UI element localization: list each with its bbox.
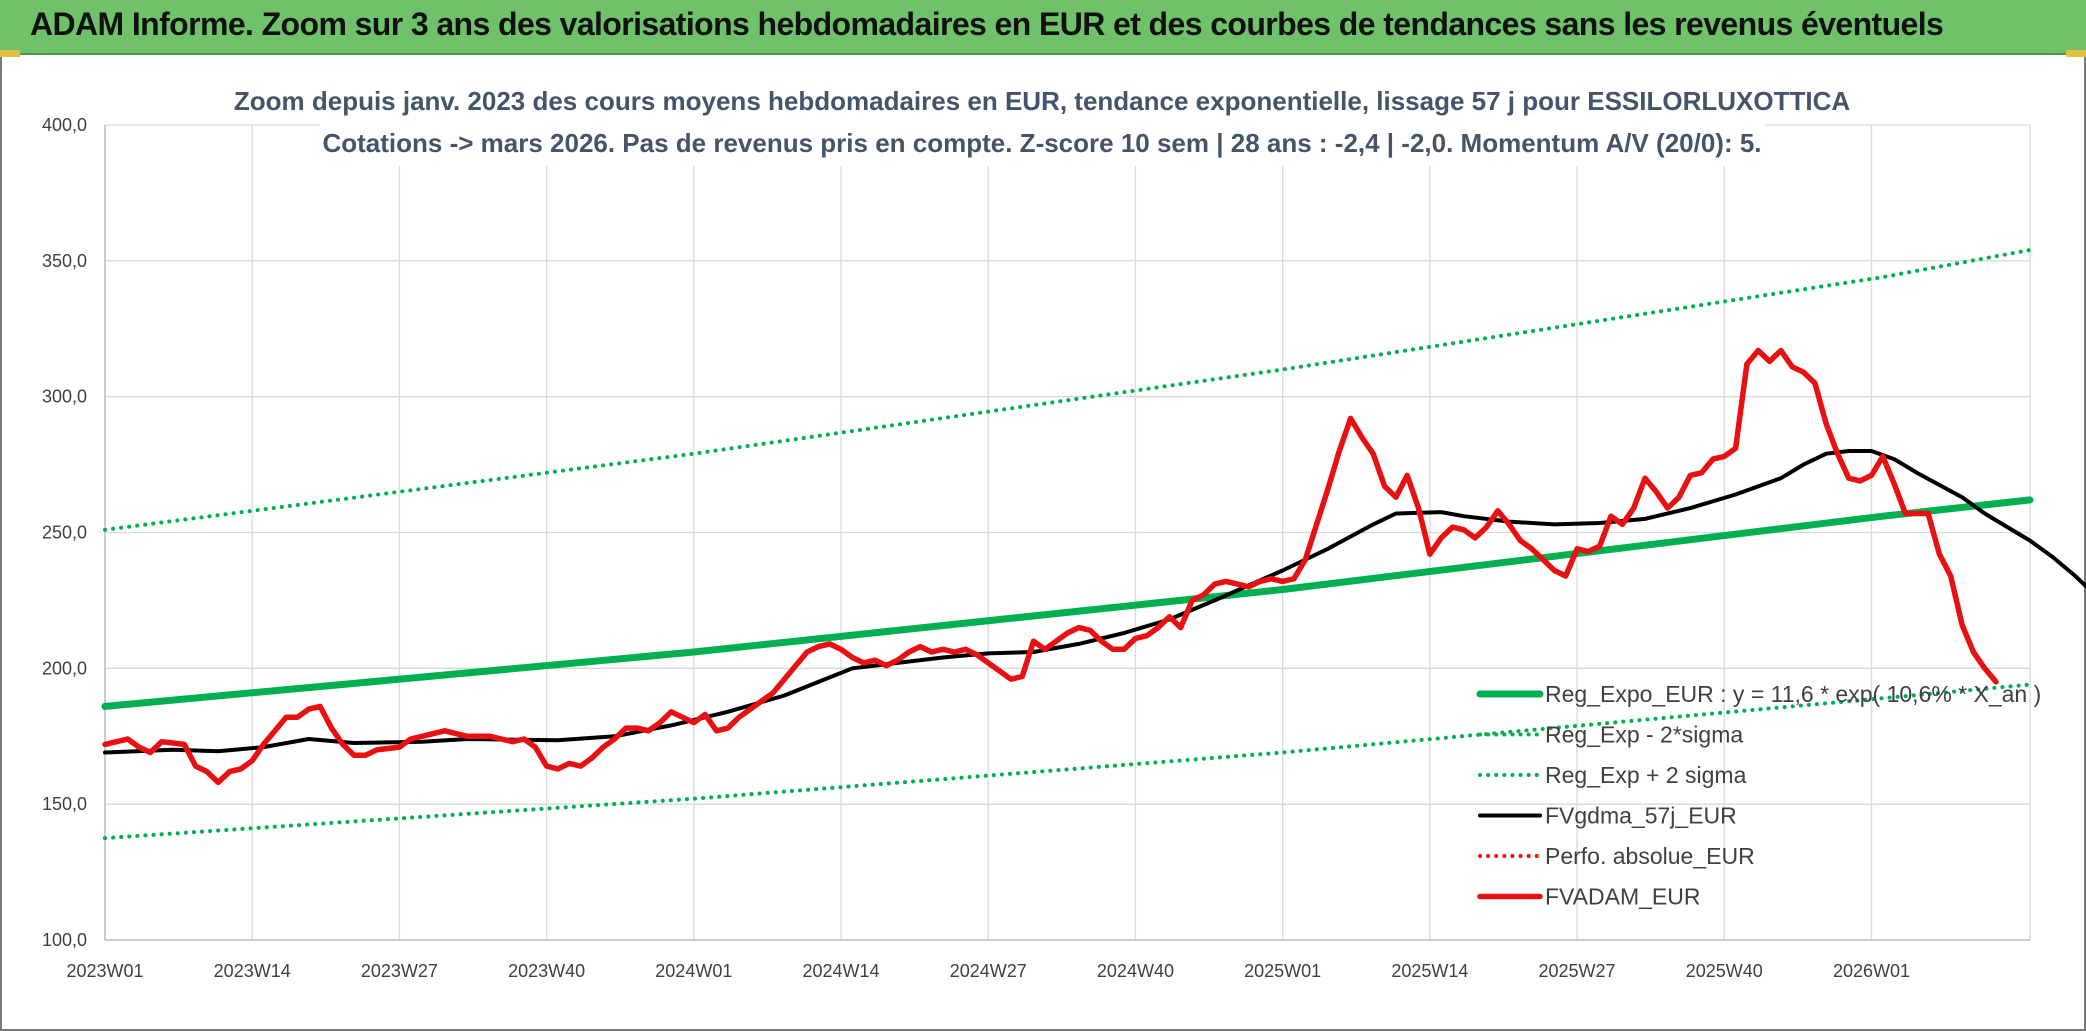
y-tick-label: 150,0: [42, 794, 87, 814]
x-tick-label: 2025W27: [1539, 961, 1616, 981]
series-line-1: [103, 682, 2032, 841]
chart-title-line2: Cotations -> mars 2026. Pas de revenus p…: [322, 128, 1761, 158]
x-tick-label: 2023W27: [361, 961, 438, 981]
series-line-5: [102, 347, 1999, 786]
legend-label-0: Reg_Expo_EUR : y = 11,6 * exp( 10,6% * X…: [1545, 681, 2041, 707]
y-axis-ticks: 100,0 150,0 200,0 250,0 300,0 350,0 400,0: [42, 115, 87, 950]
series-layer: [101, 248, 2086, 841]
banner-corner-right: [2066, 50, 2086, 57]
legend-label-4: Perfo. absolue_EUR: [1545, 843, 1755, 869]
x-tick-label: 2023W01: [66, 961, 143, 981]
report-banner: ADAM Informe. Zoom sur 3 ans des valoris…: [0, 0, 2086, 55]
y-tick-label: 250,0: [42, 523, 87, 543]
x-tick-label: 2023W14: [214, 961, 291, 981]
y-tick-label: 350,0: [42, 251, 87, 271]
series-line-3: [103, 449, 2086, 755]
y-tick-label: 400,0: [42, 115, 87, 135]
y-tick-label: 100,0: [42, 930, 87, 950]
chart-legend: Reg_Expo_EUR : y = 11,6 * exp( 10,6% * X…: [1476, 681, 2041, 910]
legend-label-2: Reg_Exp + 2 sigma: [1545, 762, 1747, 788]
chart-title-background: [320, 78, 1765, 166]
y-tick-label: 200,0: [42, 658, 87, 678]
report-title: ADAM Informe. Zoom sur 3 ans des valoris…: [30, 6, 1944, 42]
series-line-2: [103, 248, 2032, 532]
x-tick-label: 2024W14: [802, 961, 879, 981]
legend-label-5: FVADAM_EUR: [1545, 884, 1701, 910]
chart-title-line1: Zoom depuis janv. 2023 des cours moyens …: [234, 86, 1851, 116]
x-tick-label: 2024W27: [950, 961, 1027, 981]
x-tick-label: 2025W14: [1391, 961, 1468, 981]
y-tick-label: 300,0: [42, 387, 87, 407]
legend-label-3: FVgdma_57j_EUR: [1545, 803, 1737, 829]
x-tick-label: 2024W01: [655, 961, 732, 981]
x-tick-label: 2026W01: [1833, 961, 1910, 981]
x-tick-label: 2025W01: [1244, 961, 1321, 981]
x-tick-label: 2024W40: [1097, 961, 1174, 981]
series-line-0: [101, 496, 2034, 710]
x-axis-ticks: 2023W01 2023W14 2023W27 2023W40 2024W01 2024W…: [66, 961, 1910, 981]
legend-label-1: Reg_Exp - 2*sigma: [1545, 722, 1743, 748]
x-tick-label: 2025W40: [1686, 961, 1763, 981]
banner-corner-left: [0, 50, 20, 57]
x-tick-label: 2023W40: [508, 961, 585, 981]
